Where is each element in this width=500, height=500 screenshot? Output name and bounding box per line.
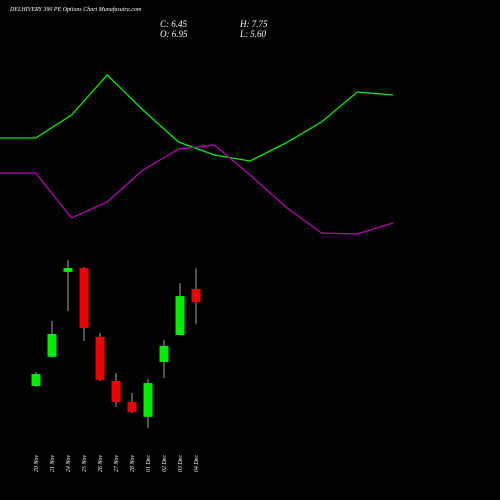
x-tick-label: 20 Nov xyxy=(34,455,40,473)
open-label: O: 6.95 xyxy=(160,29,188,39)
candle-body xyxy=(191,289,201,303)
x-tick-label: 24 Nov xyxy=(65,455,72,473)
indicator-line xyxy=(0,144,394,235)
candle-body xyxy=(111,381,121,403)
x-tick-label: 02 Dec xyxy=(162,455,168,472)
x-tick-label: 28 Nov xyxy=(130,455,136,473)
x-tick-label: 04 Dec xyxy=(193,455,200,472)
x-tick-label: 27 Nov xyxy=(114,455,120,473)
candle-body xyxy=(63,268,73,272)
candle-body xyxy=(79,268,89,329)
x-tick-label: 01 Dec xyxy=(146,455,152,472)
candle-body xyxy=(47,333,57,357)
x-tick-label: 03 Dec xyxy=(178,455,184,472)
candle-body xyxy=(31,373,41,386)
chart-title: DELHIVERY 390 PE Options Chart Munafasut… xyxy=(9,6,142,13)
candle-body xyxy=(127,402,137,412)
low-label: L: 5.60 xyxy=(239,29,267,39)
candle-body xyxy=(143,383,153,417)
candle-body xyxy=(95,336,105,380)
x-tick-label: 26 Nov xyxy=(98,455,104,473)
candle-body xyxy=(175,296,185,336)
indicator-line xyxy=(0,74,394,162)
candle-body xyxy=(159,345,169,363)
high-label: H: 7.75 xyxy=(239,19,268,29)
x-tick-label: 21 Nov xyxy=(50,455,56,473)
x-tick-label: 25 Nov xyxy=(82,455,88,473)
close-label: C: 6.45 xyxy=(160,19,188,29)
